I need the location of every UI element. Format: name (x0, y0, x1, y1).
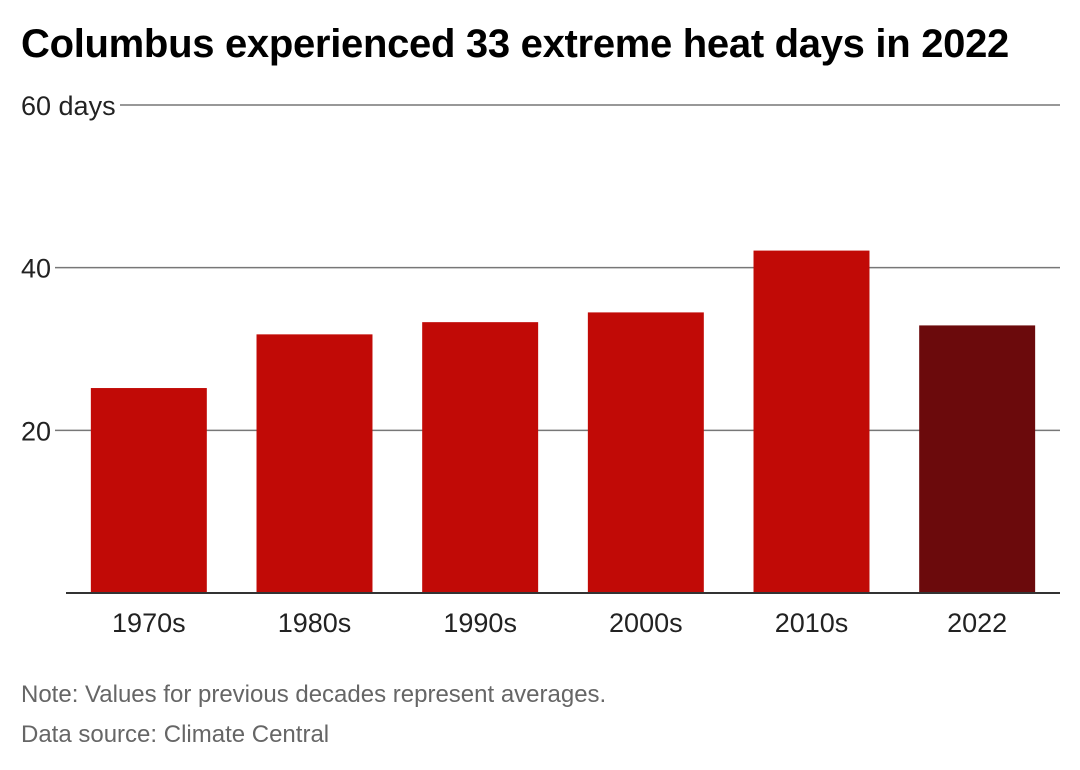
x-tick-label: 2000s (609, 608, 683, 638)
x-tick-label: 1990s (443, 608, 517, 638)
bar-2010s (753, 250, 870, 593)
x-tick-label: 2022 (947, 608, 1007, 638)
gridlines: 20 40 60 days (21, 91, 1060, 446)
bar-1980s (256, 334, 373, 593)
x-tick-labels: 1970s 1980s 1990s 2000s 2010s 2022 (112, 608, 1007, 638)
y-tick-label: 40 (21, 254, 51, 284)
footnote: Note: Values for previous decades repres… (21, 681, 607, 708)
y-tick-label: 20 (21, 416, 51, 446)
x-tick-label: 1970s (112, 608, 186, 638)
x-tick-label: 2010s (775, 608, 849, 638)
bar-2022 (919, 325, 1036, 593)
y-tick-label: 60 days (21, 91, 116, 121)
bar-1990s (422, 322, 539, 593)
bars (90, 250, 1036, 593)
bar-chart: 20 40 60 days 1970s 1980s 1990s 2000s 2010s 202… (21, 91, 1060, 638)
x-tick-label: 1980s (278, 608, 352, 638)
data-source: Data source: Climate Central (21, 721, 330, 748)
chart-title: Columbus experienced 33 extreme heat day… (21, 22, 1009, 66)
bar-1970s (90, 388, 207, 593)
bar-2000s (587, 312, 704, 593)
